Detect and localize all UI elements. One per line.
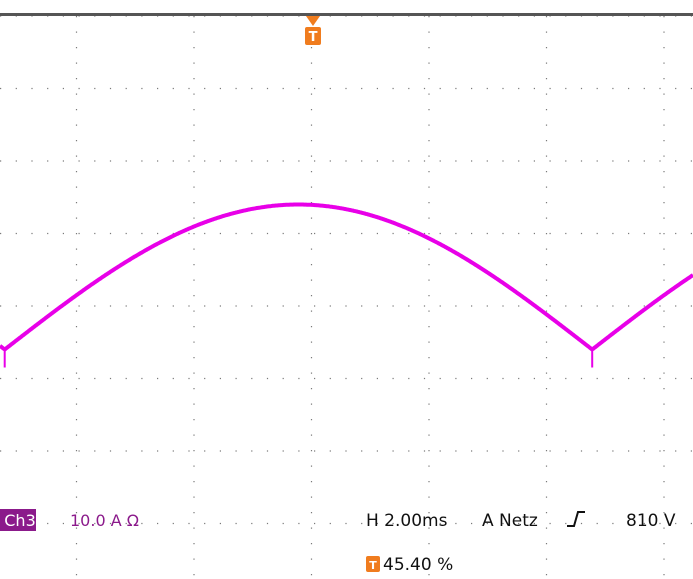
- waveform-trace: [0, 202, 693, 352]
- trigger-position-readout: T 45.40 %: [366, 555, 453, 575]
- trigger-position-t-glyph: T: [369, 559, 377, 572]
- top-border-bar: [0, 13, 693, 16]
- trigger-source: A Netz: [482, 511, 538, 531]
- channel-scale: 10.0 A Ω: [70, 511, 139, 530]
- trigger-t-glyph: T: [309, 30, 318, 45]
- trigger-position-value: 45.40 %: [383, 555, 453, 575]
- trigger-level: 810 V: [626, 511, 676, 531]
- channel-readout: Ch3 10.0 A Ω: [0, 509, 139, 531]
- rising-edge-icon: [567, 511, 585, 527]
- channel-badge-label: Ch3: [4, 511, 36, 530]
- waveform-ch3: [0, 202, 693, 368]
- horizontal-scale: H 2.00ms: [366, 511, 448, 531]
- timebase-readout: H 2.00ms A Netz 810 V: [366, 511, 676, 531]
- trigger-position-marker: T: [305, 16, 321, 45]
- trigger-position-t-icon: [366, 556, 380, 572]
- trigger-position-arrow-icon: [306, 16, 320, 26]
- trigger-t-icon: [305, 27, 321, 45]
- channel-badge: [0, 509, 36, 531]
